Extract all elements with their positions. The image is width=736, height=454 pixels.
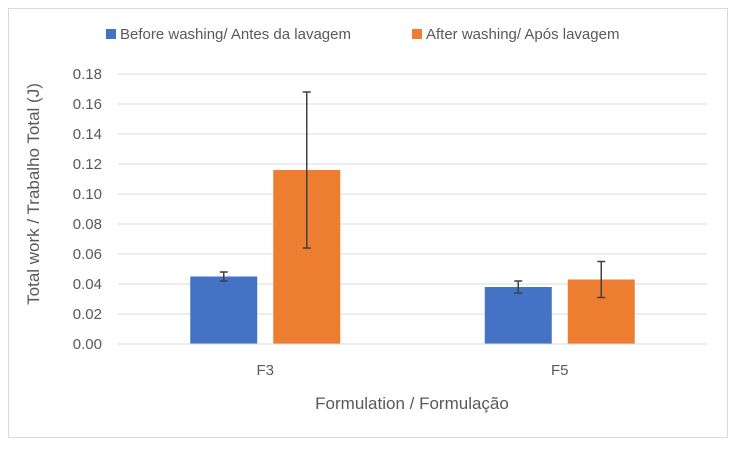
x-tick-label: F3 [256, 362, 274, 379]
y-axis-ticks: 0.00 0.02 0.04 0.06 0.08 0.10 0.12 0.14 0.16 0.18 [73, 66, 102, 353]
bar [484, 287, 552, 344]
legend-label: Before washing/ Antes da lavagem [120, 26, 351, 43]
bars [118, 170, 707, 345]
y-tick-label: 0.02 [73, 306, 102, 323]
y-tick-label: 0.06 [73, 246, 102, 263]
legend-label: After washing/ Após lavagem [426, 26, 619, 43]
y-tick-label: 0.18 [73, 66, 102, 83]
x-tick-label: F5 [551, 362, 569, 379]
legend-swatch [412, 29, 422, 39]
bar [190, 276, 258, 344]
legend-swatch [106, 29, 116, 39]
y-tick-label: 0.16 [73, 96, 102, 113]
x-axis-ticks: F3 F5 [256, 362, 568, 379]
y-tick-label: 0.10 [73, 186, 102, 203]
y-tick-label: 0.00 [73, 336, 102, 353]
y-axis-title: Total work / Trabalho Total (J) [24, 83, 43, 305]
y-tick-label: 0.08 [73, 216, 102, 233]
y-tick-label: 0.14 [73, 126, 102, 143]
x-axis-title: Formulation / Formulação [315, 394, 509, 413]
legend: Before washing/ Antes da lavagem After wa… [106, 26, 619, 43]
error-bars [219, 91, 606, 299]
y-tick-label: 0.12 [73, 156, 102, 173]
chart-area [8, 8, 728, 438]
y-tick-label: 0.04 [73, 276, 102, 293]
